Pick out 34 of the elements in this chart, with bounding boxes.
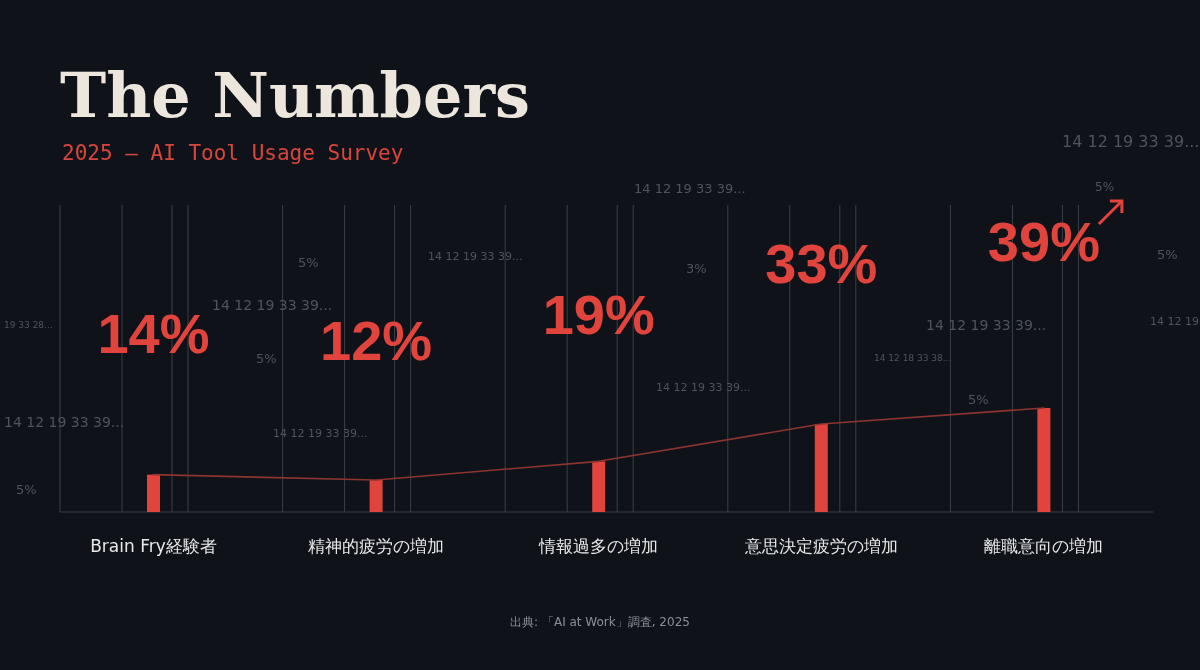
annotation: 14 12 19 33 39... — [4, 414, 125, 430]
text: 5% — [968, 392, 989, 407]
text: 3% — [686, 261, 707, 276]
data-label: 14% — [97, 301, 210, 365]
text: 14 12 19 33 39... — [428, 250, 523, 263]
source-note: 出典: 「AI at Work」調査, 2025 — [510, 615, 690, 629]
annotation: 14 12 19 33 39... — [273, 427, 368, 440]
bar — [146, 474, 160, 512]
x-tick-label: 精神的疲労の増加 — [308, 536, 445, 556]
bar — [814, 424, 828, 512]
data-label: 33% — [765, 232, 878, 295]
x-tick-label: 意思決定疲労の増加 — [743, 536, 898, 556]
chart-title: The Numbers — [60, 59, 530, 132]
text: 5% — [16, 482, 37, 497]
text: 14 12 19 33 39... — [634, 181, 746, 196]
x-tick-label: 離職意向の増加 — [984, 536, 1104, 556]
text: 19 33 28... — [4, 320, 53, 330]
text: 5% — [1095, 180, 1115, 194]
text: 5% — [256, 351, 277, 366]
text: 14 12 18 33 38... — [874, 353, 952, 363]
text: 14 12 19 33 39... — [926, 317, 1047, 333]
text: 5% — [1157, 247, 1178, 262]
data-label: 39% — [987, 210, 1100, 273]
text: 14 12 19 33 39... — [656, 381, 751, 394]
bar — [1037, 408, 1051, 512]
bar — [592, 461, 606, 512]
x-tick-label: 情報過多の増加 — [538, 536, 659, 556]
bar — [369, 480, 383, 512]
text: 5% — [298, 255, 319, 270]
chart-subtitle: 2025 — AI Tool Usage Survey — [62, 141, 404, 165]
data-label: 19% — [542, 283, 655, 347]
text: 14 12 19 33 39... — [1062, 132, 1200, 151]
x-tick-label: Brain Fry経験者 — [90, 536, 217, 556]
text: 14 12 19 — [1150, 315, 1199, 328]
